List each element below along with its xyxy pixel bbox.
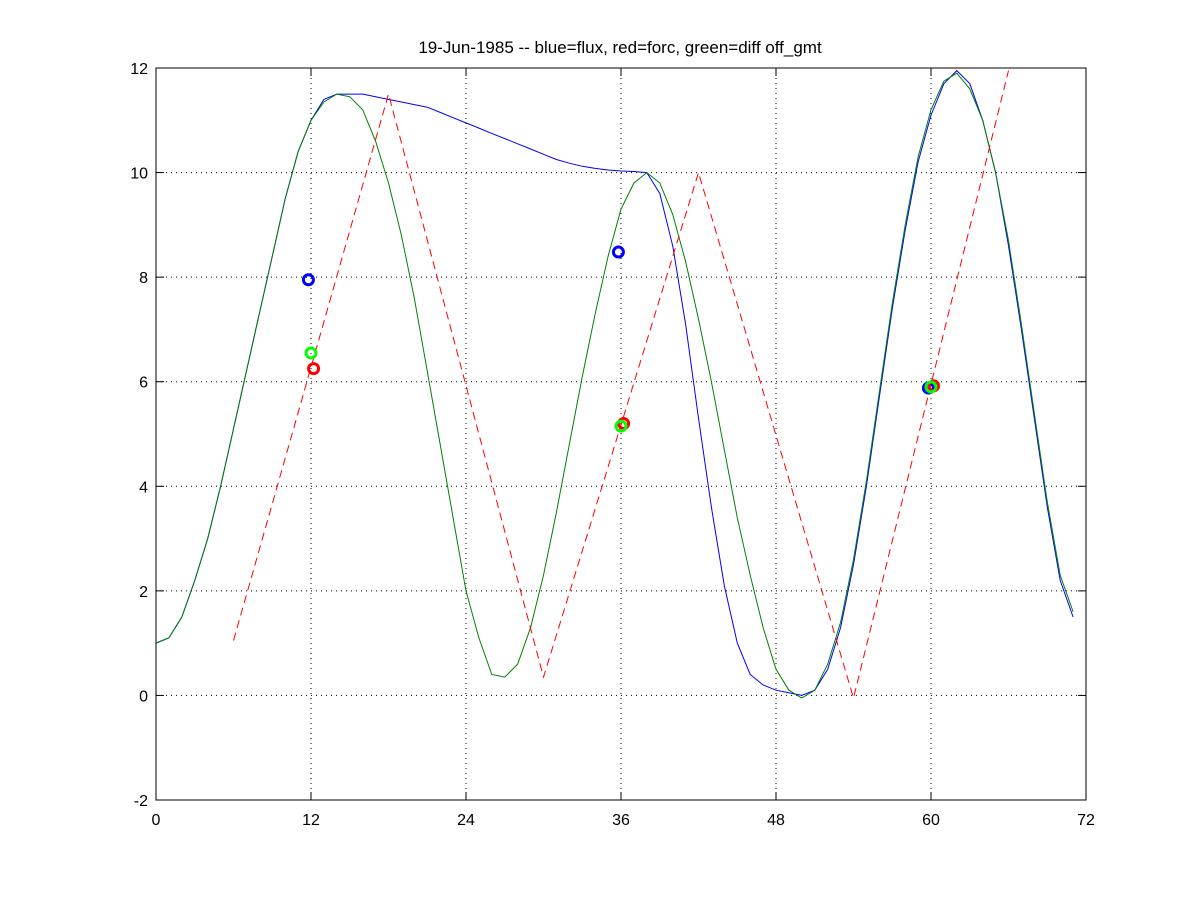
- data-marker-1: [304, 346, 318, 360]
- x-tick-label: 12: [302, 812, 320, 829]
- x-tick-label: 48: [767, 812, 785, 829]
- x-tick-label: 0: [152, 812, 161, 829]
- y-tick-label: 0: [139, 688, 148, 705]
- series-group: [155, 69, 1074, 700]
- x-tick-label: 36: [612, 812, 630, 829]
- y-tick-label: 6: [139, 375, 148, 392]
- x-tick-label: 72: [1077, 812, 1095, 829]
- series-line-1: [155, 72, 1074, 699]
- data-marker-2: [307, 362, 321, 376]
- x-tick-label: 24: [457, 812, 475, 829]
- y-tick-label: 4: [139, 479, 148, 496]
- data-marker-8: [924, 380, 938, 394]
- y-tick-label: -2: [134, 793, 148, 810]
- data-marker-4: [617, 417, 631, 431]
- y-tick-label: 2: [139, 584, 148, 601]
- x-tick-label: 60: [922, 812, 940, 829]
- y-tick-label: 8: [139, 270, 148, 287]
- series-line-2: [233, 70, 1009, 700]
- y-tick-label: 12: [130, 61, 148, 78]
- y-tick-label: 10: [130, 166, 148, 183]
- chart-title: 19-Jun-1985 -- blue=flux, red=forc, gree…: [418, 38, 822, 57]
- data-marker-0: [301, 273, 315, 287]
- data-marker-5: [614, 419, 628, 433]
- data-marker-3: [611, 245, 625, 259]
- marker-group: [301, 245, 941, 433]
